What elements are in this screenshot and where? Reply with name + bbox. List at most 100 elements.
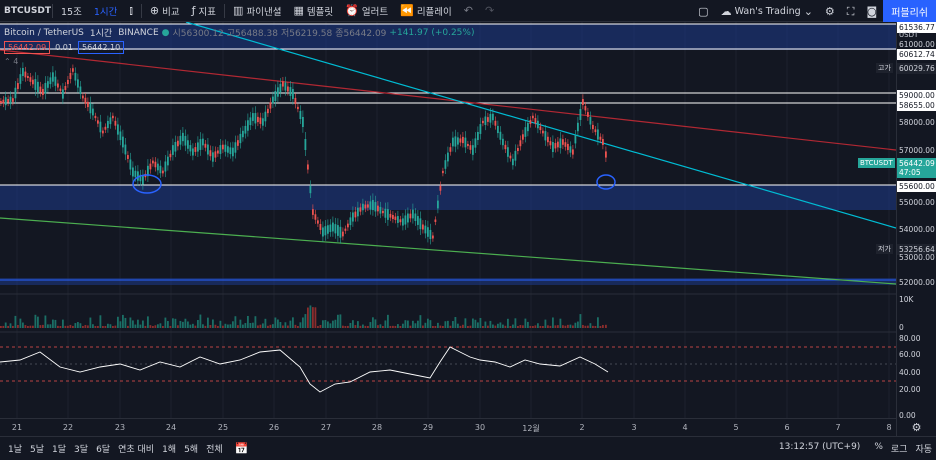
candle-body [54,76,57,86]
legend-title[interactable]: Bitcoin / TetherUS [4,27,84,38]
volume-bar [297,325,299,328]
candle-body [7,98,9,103]
candle-body [584,106,587,111]
volume-bar [492,324,494,328]
candle-body [564,142,567,147]
candle-body [84,97,87,104]
range-buttons-group: 1날 5날 1달 3달 6달 연초 대비 1해 5해 전체 [0,442,227,455]
candle-body [2,99,5,104]
price-chart-svg[interactable] [0,21,897,418]
candle-body [469,145,472,150]
candle-body [554,143,557,149]
rsi-line[interactable] [0,346,609,393]
volume-bar [464,318,467,328]
candle-body [569,146,572,153]
candle-body [29,77,32,82]
candle-body [262,118,264,126]
alert-button[interactable]: ⏰ 얼러트 [339,0,394,22]
candle-body [327,225,329,234]
layout-name-button[interactable]: ☁ Wan's Trading ⌄ [715,0,819,22]
snapshot-button[interactable]: ◙ [861,0,884,22]
chart-type-button[interactable]: ⫾ [123,0,139,22]
range-button[interactable]: 전체 [206,445,223,455]
marker-circle-left[interactable] [132,174,162,194]
candle-body [67,79,69,85]
candle-body [442,170,444,174]
volume-bar [489,320,492,328]
candle-body [387,209,389,220]
candle-body [282,81,284,87]
candle-body [0,101,2,103]
trendline-green[interactable] [0,217,897,285]
volume-bar [434,325,437,328]
goto-date-button[interactable]: 📅 [231,443,253,455]
templates-button[interactable]: ▦ 템플릿 [287,0,339,22]
candle-body [264,111,267,122]
candle-body [449,147,452,152]
volume-bar [37,316,39,328]
candle-body [452,137,454,147]
candle-body [474,138,477,148]
candle-body [249,117,252,126]
price-axis[interactable]: 61536.77 USDT 61000.00 60612.74 60029.76… [896,22,936,436]
redo-button[interactable]: ↷ [479,0,500,22]
range-button[interactable]: 1날 [8,445,23,455]
candle-body [427,227,429,237]
financials-button[interactable]: ▥ 파이낸셜 [227,0,287,22]
volume-bar [119,321,122,328]
candle-body [229,147,232,155]
trendline-red[interactable] [0,49,897,151]
indicators-button[interactable]: ƒ 지표 [186,0,222,22]
auto-toggle[interactable]: 자동 [915,445,932,455]
candle-body [579,109,582,120]
trendline-cyan[interactable] [185,21,897,229]
settings-button[interactable]: ⚙ [819,0,841,22]
fullscreen-button[interactable]: ⛶ [841,0,861,22]
indicators-collapse[interactable]: ⌃ 4 [4,57,18,66]
volume-bar [309,305,312,328]
currency-label: USDT [899,31,919,39]
volume-bar [282,325,284,328]
range-button[interactable]: 1달 [52,445,67,455]
publish-button[interactable]: 퍼블리쉬 [883,0,936,22]
percent-toggle[interactable]: % [874,442,883,452]
marker-circle-right[interactable] [596,174,616,190]
candle-body [254,113,257,124]
range-button[interactable]: 3달 [74,445,89,455]
replay-button[interactable]: ⏪ 리플레이 [394,0,458,22]
range-button[interactable]: 연초 대비 [118,445,155,455]
candle-body [314,214,317,220]
volume-bar [212,319,214,328]
compare-button[interactable]: ⊕ 비교 [144,0,186,22]
interval-1h[interactable]: 1시간 [93,6,118,18]
time-axis[interactable]: 21 22 23 24 25 26 27 28 29 30 12월 2 3 4 5 6 7 8 [0,418,896,436]
candle-body [122,136,124,148]
log-toggle[interactable]: 로그 [890,445,908,455]
range-button[interactable]: 6달 [96,445,111,455]
legend-interval: 1시간 [89,29,113,39]
symbol-search[interactable]: BTCUSDT [4,5,52,16]
volume-bar [97,325,99,328]
undo-button[interactable]: ↶ [458,0,479,22]
interval-15m[interactable]: 15조 [61,6,82,18]
price-label-box: 59000.00 [897,90,936,101]
axis-settings-button[interactable]: ⚙ [897,418,936,436]
volume-bar [2,325,5,328]
top-toolbar: BTCUSDT 15조 1시간 ⫾ ⊕ 비교 ƒ 지표 ▥ 파이낸셜 ▦ 템플릿… [0,0,936,22]
range-button[interactable]: 5해 [184,445,199,455]
volume-bar [482,325,484,328]
volume-bar [577,321,579,328]
clock-button[interactable]: 13:12:57 (UTC+9) [778,442,861,452]
range-button[interactable]: 5날 [30,445,45,455]
chart-pane[interactable] [0,21,897,436]
sell-button[interactable]: 56442.09 [4,41,51,54]
candle-body [279,83,282,93]
candle-body [52,72,54,82]
candle-body [484,116,487,125]
buy-button[interactable]: 56442.10 [77,41,125,54]
layout-toggle-button[interactable]: ▢ [692,0,714,22]
low-price-box: 53256.64 [897,244,936,255]
low-prefix: 저가 [876,244,893,254]
alert-label: 얼러트 [361,6,389,18]
range-button[interactable]: 1해 [162,445,177,455]
